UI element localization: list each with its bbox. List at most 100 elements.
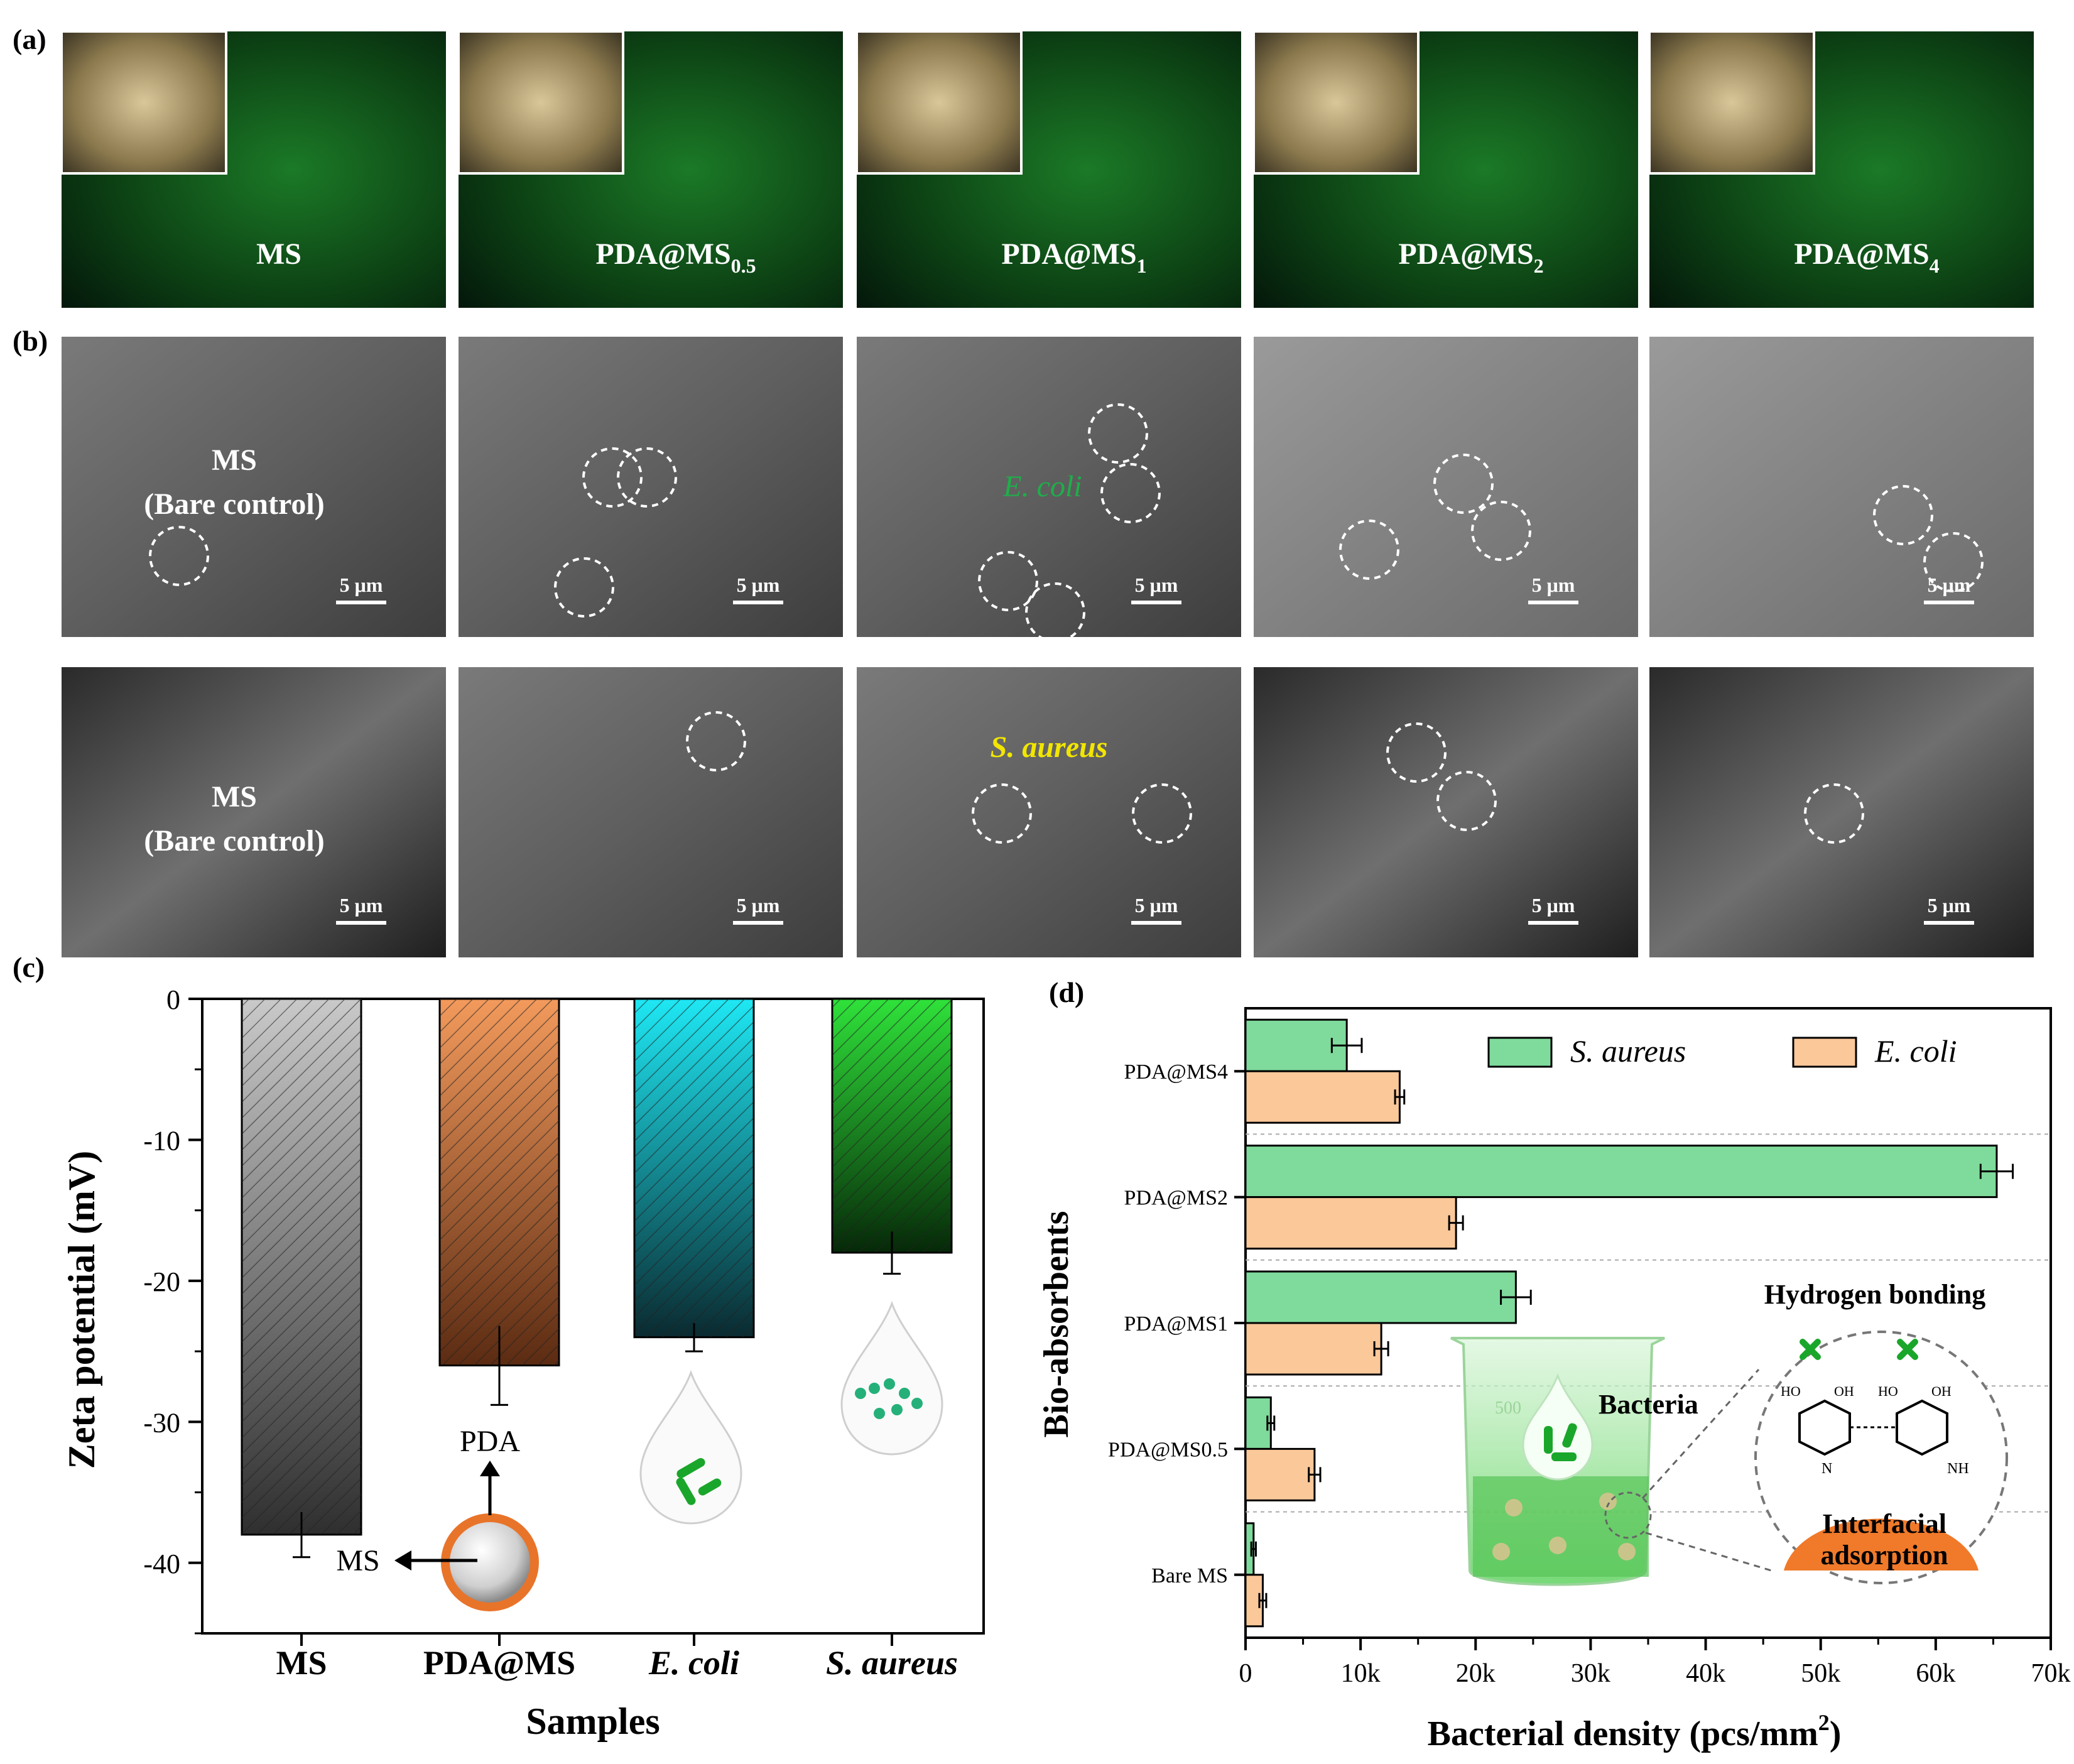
- zeta-bar-hatch: [440, 999, 559, 1366]
- beaker-schematic: 500 Bacteria: [1450, 1337, 1772, 1586]
- ms-pda-sphere-schematic: PDA MS: [336, 1425, 539, 1611]
- bacteria-highlight-circle: [1873, 485, 1933, 545]
- bacteria-highlight-circle: [149, 526, 209, 586]
- optical-inset-image: [60, 30, 227, 175]
- fluorescence-panel-1: MS: [60, 30, 446, 308]
- ms-annotation: MS: [336, 1544, 379, 1577]
- zeta-y-tick-label: 0: [166, 984, 180, 1015]
- ms-arrow-head: [394, 1550, 411, 1571]
- bacteria-highlight-circle: [582, 447, 643, 508]
- scale-bar: [336, 921, 386, 925]
- zeta-bar-4: [831, 998, 953, 1646]
- fluorescence-panel-2: PDA@MS0.5: [457, 30, 843, 308]
- bare-control-label-line1: MS: [212, 780, 257, 814]
- bacteria-highlight-circle: [1100, 463, 1161, 523]
- bacteria-highlight-circle: [1436, 771, 1497, 831]
- bacteria-highlight-circle: [1471, 501, 1531, 561]
- zeta-x-axis-title: Samples: [526, 1701, 660, 1742]
- bacterial-density-chart: 0 10k 20k 30k 40k 50k 60k 70k PDA@MS4PDA@MS2PDA…: [1037, 1007, 2071, 1753]
- sem-image-r2-c1: 5 μm: [62, 667, 446, 957]
- density-x-tick-label: 10k: [1341, 1659, 1381, 1688]
- legend-swatch-saureus: [1487, 1037, 1553, 1068]
- zeta-bar-2: [438, 998, 560, 1646]
- bacteria-highlight-circle: [1386, 722, 1447, 783]
- sem-micrograph: [857, 337, 1241, 637]
- zeta-plot-frame: [201, 998, 985, 1635]
- optical-inset-image: [457, 30, 624, 175]
- sem-micrograph: [1649, 667, 2034, 957]
- fluorescence-sample-label: MS: [256, 237, 301, 271]
- density-x-tick-label: 40k: [1686, 1659, 1725, 1688]
- optical-inset-image: [1252, 30, 1420, 175]
- sem-image-r1-c5: 5 μm: [1649, 337, 2034, 637]
- scale-bar-label: 5 μm: [1928, 894, 1971, 917]
- zeta-x-tick-labels: MS PDA@MS E. coli S. aureus: [276, 1644, 958, 1682]
- optical-inset-image: [1648, 30, 1815, 175]
- density-bar-saureus-2: [1244, 1145, 2014, 1199]
- sem-micrograph: [62, 667, 446, 957]
- zeta-y-tick-label: -40: [143, 1549, 180, 1579]
- ecoli-droplet-icon: [639, 1369, 742, 1525]
- fluorescence-sample-label: PDA@MS2: [1398, 237, 1543, 277]
- bare-control-label-line2: (Bare control): [144, 487, 324, 521]
- scale-bar: [733, 601, 783, 604]
- interfacial-label-1: Interfacial: [1822, 1508, 1946, 1539]
- density-y-tick-labels: PDA@MS4 PDA@MS2 PDA@MS1 PDA@MS0.5 Bare MS: [1108, 1060, 1246, 1587]
- scale-bar: [1528, 921, 1578, 925]
- density-bar-fill: [1244, 1145, 1998, 1199]
- density-y-tick-label: PDA@MS1: [1124, 1312, 1228, 1336]
- sem-ecoli-label: E. coli: [1002, 470, 1082, 503]
- nh-label: NH: [1947, 1461, 1969, 1477]
- zeta-y-tick-label: -20: [143, 1266, 180, 1297]
- scale-bar-label: 5 μm: [737, 894, 780, 917]
- sem-image-r2-c2: 5 μm: [459, 667, 843, 957]
- density-x-tick-label: 60k: [1916, 1659, 1955, 1688]
- density-x-tick-label: 70k: [2031, 1659, 2071, 1688]
- fluorescence-panel-5: PDA@MS4: [1648, 30, 2034, 308]
- fluorescence-sample-label: PDA@MS1: [1001, 237, 1146, 277]
- bacteria-highlight-circle: [1923, 532, 1984, 592]
- bare-control-label-line1: MS: [212, 444, 257, 477]
- interfacial-label-2: adsorption: [1821, 1540, 1948, 1571]
- scale-bar-label: 5 μm: [340, 894, 383, 917]
- density-bars: [1244, 1018, 2014, 1628]
- beaker-volume-mark: 500: [1495, 1398, 1521, 1418]
- density-x-tick-label: 20k: [1456, 1659, 1496, 1688]
- bacteria-highlight-circle: [978, 551, 1038, 611]
- scale-bar-label: 5 μm: [1532, 574, 1575, 596]
- fluorescence-sample-label: PDA@MS0.5: [595, 237, 756, 277]
- zeta-bar-1: [241, 998, 362, 1646]
- panel-label-a: (a): [13, 23, 46, 55]
- density-bar-saureus-3: [1244, 1270, 1532, 1324]
- scale-bar-label: 5 μm: [1135, 574, 1178, 596]
- density-bar-fill: [1244, 1322, 1382, 1376]
- zeta-x-tick-label: S. aureus: [826, 1644, 958, 1682]
- density-bar-fill: [1244, 1070, 1401, 1124]
- scale-bar: [336, 601, 386, 604]
- sem-micrograph: [857, 667, 1241, 957]
- density-bar-ecoli-4: [1244, 1447, 1322, 1501]
- scale-bar-label: 5 μm: [737, 574, 780, 596]
- sem-grid: 5 μm 5 μm 5 μm 5 μm 5 μm MS (Bare control) 5 μm…: [62, 337, 2034, 957]
- ho-label-2: HO: [1878, 1383, 1898, 1399]
- density-y-axis-title: Bio-absorbents: [1037, 1211, 1076, 1438]
- zeta-x-tick-label: PDA@MS: [423, 1644, 575, 1682]
- density-bar-saureus-1: [1244, 1018, 1363, 1072]
- scale-bar-label: 5 μm: [1928, 574, 1971, 596]
- zeta-y-tick-label: -10: [143, 1125, 180, 1156]
- zeta-bar-hatch: [832, 999, 952, 1253]
- ho-label-1: HO: [1781, 1383, 1801, 1399]
- bacteria-highlight-circle: [1433, 454, 1494, 514]
- bacteria-highlight-circle: [554, 557, 614, 618]
- scale-bar: [1528, 601, 1578, 604]
- sem-image-r2-c3: 5 μm: [857, 667, 1241, 957]
- zeta-bars: [241, 998, 953, 1646]
- bacteria-highlight-circle: [617, 447, 677, 508]
- density-x-tick-label: 50k: [1801, 1659, 1840, 1688]
- density-bar-ecoli-1: [1244, 1070, 1406, 1124]
- pda-arrow-head: [480, 1461, 500, 1476]
- oh-label-1: OH: [1834, 1383, 1854, 1399]
- sem-micrograph: [62, 337, 446, 637]
- density-bar-fill: [1244, 1270, 1517, 1324]
